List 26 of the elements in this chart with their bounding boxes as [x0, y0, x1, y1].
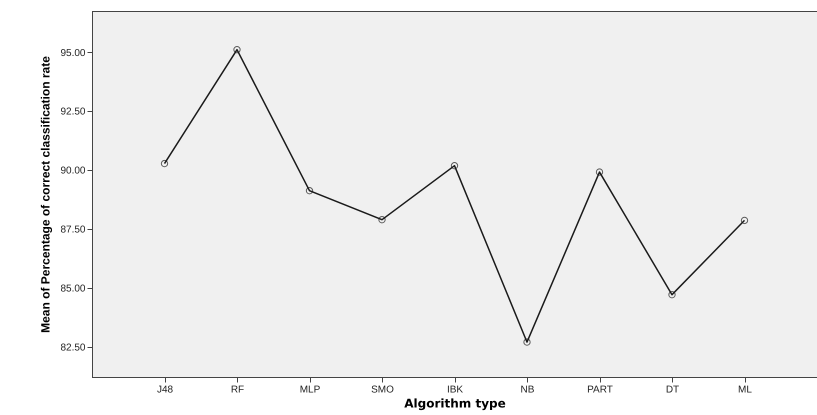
- x-tick-label: ML: [738, 384, 752, 396]
- point: [160, 160, 168, 168]
- point: [378, 216, 386, 224]
- x-tick-label: MLP: [300, 384, 321, 396]
- point: [306, 187, 314, 194]
- x-tick-label: IBK: [446, 384, 464, 396]
- point: [596, 168, 604, 176]
- y-tick-label: 87.50: [60, 224, 86, 236]
- y-tick-label: 95.00: [60, 48, 86, 59]
- y-tick-label: 92.50: [60, 106, 86, 118]
- point: [523, 338, 531, 346]
- point: [233, 46, 241, 54]
- y-tick-label: 90.00: [60, 166, 86, 177]
- x-axis-title: Algorithm type: [404, 396, 506, 410]
- y-axis-title: Mean of Percentage of correct classification rate: [38, 56, 52, 333]
- x-tick-label: J48: [156, 384, 174, 396]
- x-tick-label: PART: [587, 384, 613, 396]
- point: [740, 216, 748, 224]
- point: [668, 291, 676, 298]
- x-tick-label: NB: [520, 384, 535, 396]
- x-tick-label: DT: [666, 384, 680, 396]
- x-tick-label: SMO: [371, 384, 394, 396]
- x-tick-label: RF: [230, 384, 244, 396]
- y-tick-label: 82.50: [60, 342, 86, 354]
- point: [450, 162, 458, 170]
- y-tick-label: 85.00: [60, 284, 86, 295]
